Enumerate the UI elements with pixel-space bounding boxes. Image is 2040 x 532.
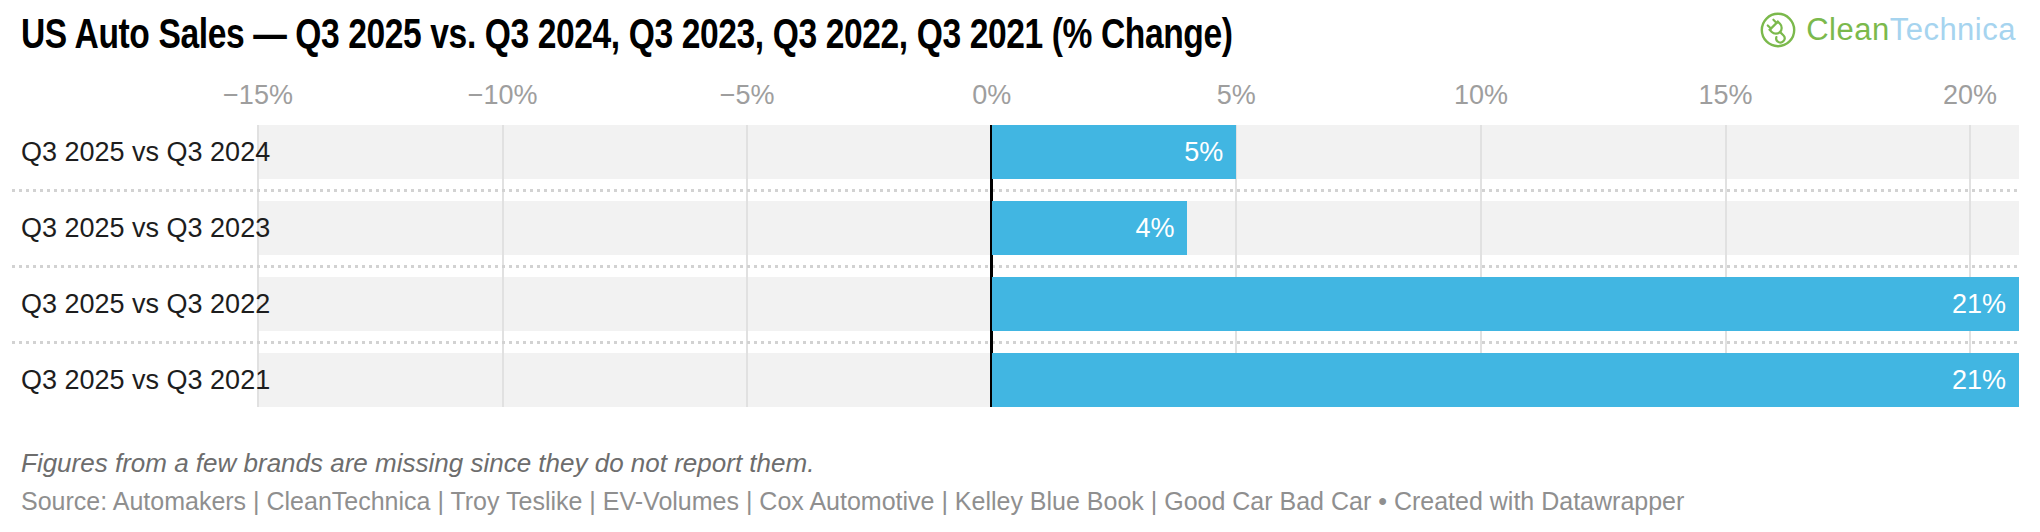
row-label: Q3 2025 vs Q3 2021 [21, 353, 270, 407]
axis-tick-label: 0% [912, 80, 1072, 111]
bar: 21% [992, 353, 2019, 407]
row-label: Q3 2025 vs Q3 2022 [21, 277, 270, 331]
chart-footnote: Figures from a few brands are missing si… [21, 448, 814, 479]
row-separator [12, 265, 2019, 268]
axis-tick-label: 5% [1156, 80, 1316, 111]
bar: 4% [992, 201, 1188, 255]
axis-tick-label: 20% [1890, 80, 2040, 111]
bar-value-label: 4% [1135, 215, 1174, 242]
bar-value-label: 5% [1184, 139, 1223, 166]
row-separator [12, 341, 2019, 344]
axis-tick-label: −10% [423, 80, 583, 111]
axis-tick-label: −15% [178, 80, 338, 111]
bar-value-label: 21% [1952, 367, 2006, 394]
row-label: Q3 2025 vs Q3 2023 [21, 201, 270, 255]
axis-tick-label: 10% [1401, 80, 1561, 111]
bar: 21% [992, 277, 2019, 331]
row-separator [12, 189, 2019, 192]
row-label: Q3 2025 vs Q3 2024 [21, 125, 270, 179]
bar-value-label: 21% [1952, 291, 2006, 318]
bar: 5% [992, 125, 1237, 179]
axis-tick-label: −5% [667, 80, 827, 111]
source-line: Source: Automakers | CleanTechnica | Tro… [21, 487, 1684, 516]
axis-tick-label: 15% [1646, 80, 1806, 111]
